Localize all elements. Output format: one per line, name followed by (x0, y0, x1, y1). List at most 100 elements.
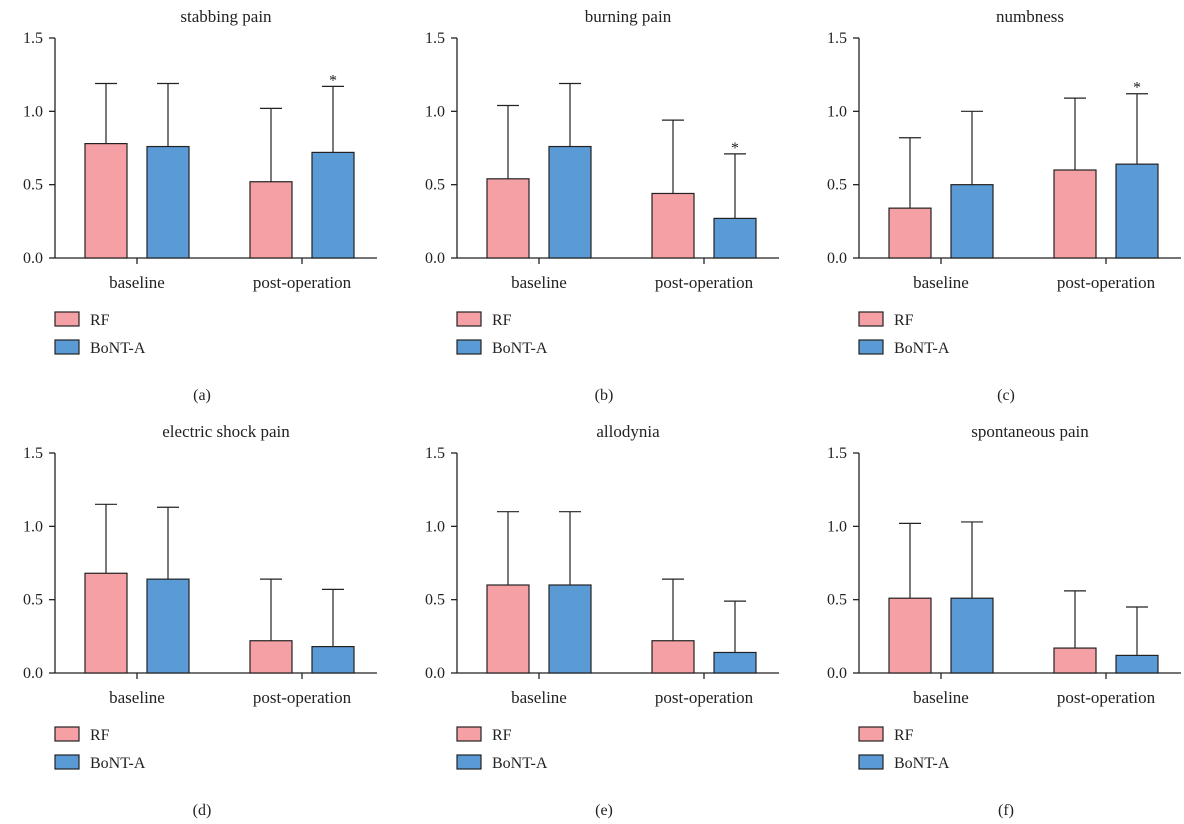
chart-panel: numbness 0.0 0.5 1.0 1.5 baseline post-operati… (827, 7, 1181, 404)
y-tick-label: 0.5 (827, 592, 847, 609)
legend-label: BoNT-A (492, 340, 548, 357)
y-tick-label: 1.0 (827, 103, 847, 120)
legend-label: BoNT-A (894, 755, 950, 772)
legend-label: BoNT-A (492, 755, 548, 772)
legend-label: BoNT-A (90, 340, 146, 357)
significance-mark: * (1133, 80, 1141, 97)
y-tick-label: 0.0 (425, 250, 445, 267)
bar (651, 640, 695, 674)
y-tick-label: 1.5 (827, 30, 847, 47)
legend-label: BoNT-A (90, 755, 146, 772)
y-tick-label: 1.5 (425, 30, 445, 47)
legend-swatch (858, 754, 884, 770)
legend-label: RF (492, 312, 512, 329)
legend-label: RF (894, 727, 914, 744)
panel-letter: (e) (595, 802, 613, 819)
bar (950, 597, 994, 674)
y-tick-label: 1.0 (23, 103, 43, 120)
bar (249, 640, 293, 674)
y-tick-label: 0.5 (23, 592, 43, 609)
legend-swatch (858, 311, 884, 327)
legend-label: RF (90, 727, 110, 744)
legend-swatch (54, 339, 80, 355)
bar (84, 572, 128, 674)
bar (888, 597, 932, 674)
significance-mark: * (731, 140, 739, 157)
legend-swatch (54, 726, 80, 742)
panel-letter: (d) (193, 802, 212, 819)
bar (311, 646, 355, 674)
bar (486, 584, 530, 674)
x-tick-label: baseline (913, 688, 969, 707)
chart-title: electric shock pain (162, 422, 290, 441)
bar (1053, 647, 1097, 674)
legend-swatch (456, 311, 482, 327)
legend-label: RF (894, 312, 914, 329)
y-tick-label: 0.0 (23, 250, 43, 267)
x-tick-label: baseline (109, 273, 165, 292)
y-tick-label: 0.5 (425, 177, 445, 194)
panel-letter: (b) (595, 387, 614, 404)
legend-swatch (858, 339, 884, 355)
bar (888, 207, 932, 259)
y-tick-label: 0.0 (425, 665, 445, 682)
y-tick-label: 1.0 (425, 518, 445, 535)
bar (950, 184, 994, 259)
legend-swatch (858, 726, 884, 742)
y-tick-label: 0.0 (827, 665, 847, 682)
chart-panel: electric shock pain 0.0 0.5 1.0 1.5 baseline p… (23, 422, 377, 819)
bar (486, 178, 530, 259)
bar (1115, 654, 1159, 674)
bar (713, 651, 757, 674)
legend-swatch (54, 311, 80, 327)
x-tick-label: baseline (511, 273, 567, 292)
chart-title: numbness (996, 7, 1064, 26)
legend-swatch (456, 339, 482, 355)
legend-swatch (456, 754, 482, 770)
bar (249, 181, 293, 259)
bar (548, 584, 592, 674)
bar (548, 145, 592, 259)
legend-label: RF (90, 312, 110, 329)
chart-panel: burning pain 0.0 0.5 1.0 1.5 baseline post-ope… (425, 7, 779, 404)
x-tick-label: baseline (109, 688, 165, 707)
x-tick-label: post-operation (655, 688, 754, 707)
chart-title: burning pain (585, 7, 672, 26)
y-tick-label: 1.0 (827, 518, 847, 535)
x-tick-label: post-operation (253, 688, 352, 707)
chart-panel: stabbing pain 0.0 0.5 1.0 1.5 baseline post-op… (23, 7, 377, 404)
y-tick-label: 0.0 (23, 665, 43, 682)
x-tick-label: post-operation (1057, 273, 1156, 292)
y-tick-label: 0.0 (827, 250, 847, 267)
y-tick-label: 0.5 (23, 177, 43, 194)
x-tick-label: post-operation (253, 273, 352, 292)
y-tick-label: 1.0 (425, 103, 445, 120)
bar (651, 192, 695, 259)
bar (311, 151, 355, 259)
x-tick-label: baseline (511, 688, 567, 707)
x-tick-label: post-operation (1057, 688, 1156, 707)
legend-swatch (456, 726, 482, 742)
y-tick-label: 1.0 (23, 518, 43, 535)
bar (146, 578, 190, 674)
panel-letter: (a) (193, 387, 211, 404)
significance-mark: * (329, 72, 337, 89)
x-tick-label: post-operation (655, 273, 754, 292)
y-tick-label: 1.5 (425, 445, 445, 462)
chart-panel: spontaneous pain 0.0 0.5 1.0 1.5 baseline post… (827, 422, 1181, 819)
legend-label: BoNT-A (894, 340, 950, 357)
chart-title: allodynia (596, 422, 660, 441)
legend-swatch (54, 754, 80, 770)
y-tick-label: 1.5 (827, 445, 847, 462)
bar (713, 217, 757, 259)
y-tick-label: 0.5 (425, 592, 445, 609)
panel-letter: (f) (998, 802, 1014, 819)
bar (84, 143, 128, 259)
chart-panel: allodynia 0.0 0.5 1.0 1.5 baseline post-operat… (425, 422, 779, 819)
bar (1115, 163, 1159, 259)
legend-label: RF (492, 727, 512, 744)
y-tick-label: 1.5 (23, 445, 43, 462)
y-tick-label: 0.5 (827, 177, 847, 194)
bar (1053, 169, 1097, 259)
bar (146, 145, 190, 259)
